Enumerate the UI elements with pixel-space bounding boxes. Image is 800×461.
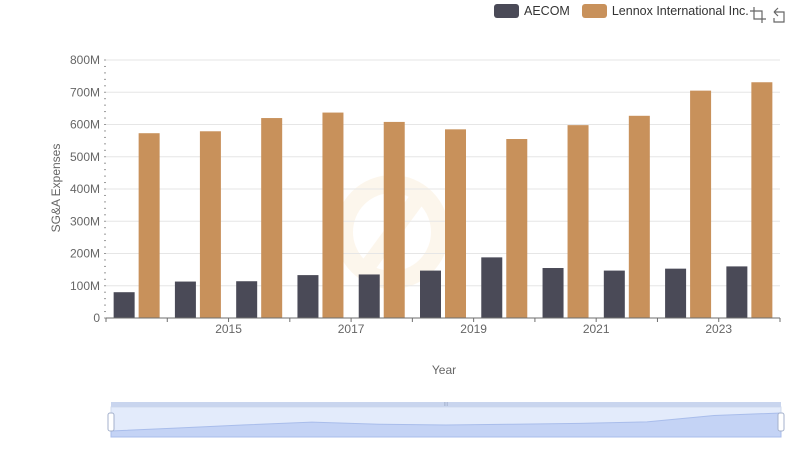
bar-aecom-2017 [297, 275, 319, 318]
datazoom-top-bar [111, 402, 781, 407]
x-axis: 2015 2017 2019 2021 2023 [105, 317, 781, 336]
legend-swatch-aecom [494, 4, 519, 18]
datazoom-preview-area [110, 412, 782, 438]
bar-lennox-international-inc--2017 [322, 112, 344, 318]
y-tick-label: 700M [70, 85, 100, 99]
y-tick-label: 500M [70, 150, 100, 164]
legend-item-lennox[interactable]: Lennox International Inc. [581, 4, 749, 18]
bar-aecom-2020 [481, 257, 503, 318]
bar-lennox-international-inc--2023 [690, 90, 712, 318]
legend-label-lennox: Lennox International Inc. [611, 4, 749, 18]
bar-lennox-international-inc--2014 [138, 133, 160, 318]
x-tick-label: 2017 [338, 322, 365, 336]
bar-aecom-2018 [358, 274, 380, 318]
bar-aecom-2022 [603, 270, 625, 318]
datazoom-slider[interactable]: III [107, 402, 785, 438]
bar-aecom-2023 [665, 268, 687, 318]
y-tick-label: 0 [93, 311, 100, 325]
y-tick-label: 800M [70, 53, 100, 67]
y-axis-title: SG&A Expenses [49, 143, 63, 233]
legend-item-aecom[interactable]: AECOM [494, 4, 570, 18]
x-tick-label: 2023 [705, 322, 732, 336]
bar-lennox-international-inc--2022 [628, 115, 650, 318]
bar-lennox-international-inc--2024 [751, 82, 773, 318]
legend: AECOM Lennox International Inc. [494, 4, 761, 18]
legend-swatch-lennox [581, 4, 607, 18]
datazoom-handle-left [107, 412, 115, 432]
datazoom-handle-right [777, 412, 785, 432]
x-tick-label: 2015 [215, 322, 242, 336]
bar-lennox-international-inc--2021 [567, 125, 589, 319]
bar-aecom-2015 [174, 281, 196, 318]
bar-lennox-international-inc--2018 [383, 121, 405, 318]
bar-lennox-international-inc--2019 [445, 129, 466, 318]
zoom-icon[interactable] [749, 6, 767, 24]
x-axis-title: Year [431, 363, 457, 377]
bar-lennox-international-inc--2016 [261, 118, 283, 318]
y-tick-label: 300M [70, 214, 100, 228]
bar-lennox-international-inc--2020 [506, 139, 528, 318]
bar-aecom-2021 [542, 268, 564, 318]
legend-label-aecom: AECOM [524, 4, 570, 18]
y-tick-label: 100M [70, 279, 100, 293]
y-axis-tick-labels: 0 100M 200M 300M 400M 500M 600M 700M 800M [70, 53, 100, 325]
bar-lennox-international-inc--2015 [199, 131, 221, 318]
chart-toolbar [746, 6, 788, 24]
y-tick-label: 400M [70, 182, 100, 196]
x-tick-label: 2021 [583, 322, 610, 336]
restore-icon[interactable] [770, 6, 788, 24]
datazoom-grip: III [444, 402, 448, 408]
bar-aecom-2019 [420, 270, 441, 318]
y-axis-minor-ticks [104, 59, 106, 319]
y-tick-label: 200M [70, 247, 100, 261]
bar-aecom-2016 [236, 281, 258, 318]
bar-aecom-2024 [726, 266, 748, 318]
bar-series [113, 82, 773, 319]
bar-aecom-2014 [113, 292, 135, 318]
y-tick-label: 600M [70, 118, 100, 132]
x-tick-label: 2019 [460, 322, 487, 336]
